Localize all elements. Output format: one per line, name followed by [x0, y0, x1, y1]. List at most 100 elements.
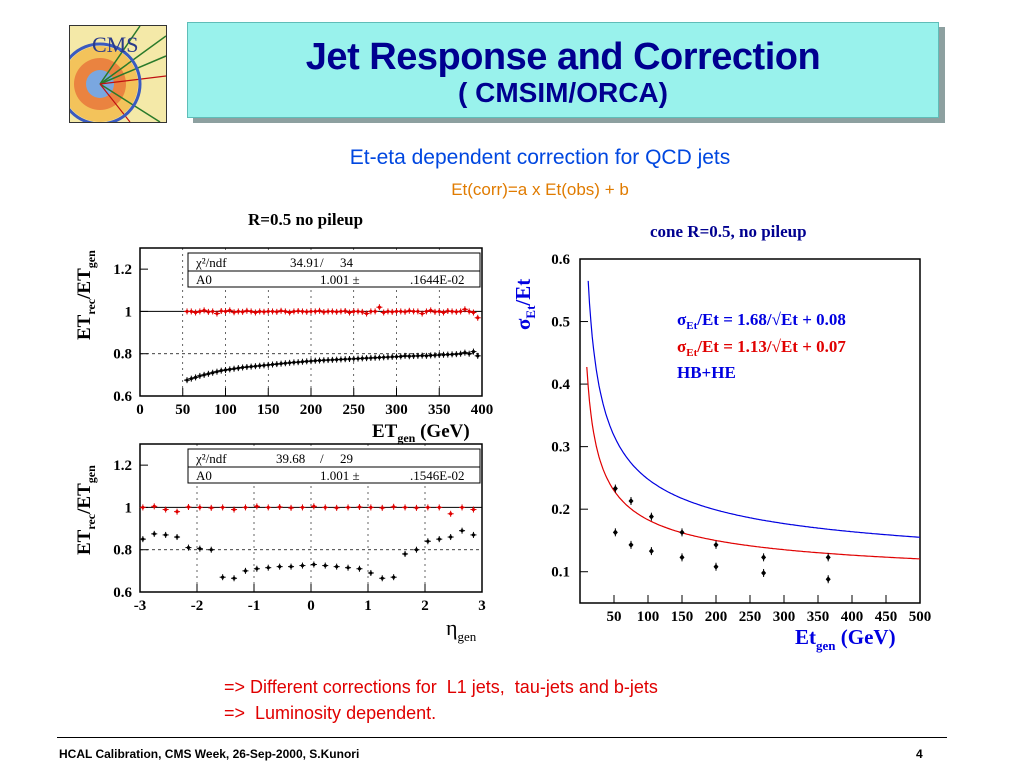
et-marker-black [429, 353, 433, 358]
et-marker-red [394, 309, 399, 314]
res-ytick-label: 0.6 [551, 252, 570, 268]
et-marker-black [403, 354, 407, 358]
et-marker-black [476, 354, 480, 358]
et-marker-black [275, 362, 279, 366]
et-marker-black [330, 358, 334, 362]
et-marker-black [394, 355, 399, 359]
eta-marker-black [243, 569, 248, 573]
et-marker-red [390, 310, 394, 314]
res-point [679, 529, 685, 536]
eta-xtick-label: -1 [248, 598, 261, 614]
et-marker-red [330, 309, 334, 314]
et-marker-red [339, 309, 343, 314]
plot-et-stats-box: χ²/ndf 34.91 / 34 A0 1.001 ± .1644E-02 [187, 252, 481, 288]
et-marker-black [219, 369, 223, 373]
stats-a0-error: .1546E-02 [410, 468, 465, 483]
eta-marker-red [437, 505, 441, 510]
et-marker-red [202, 308, 206, 312]
et-marker-black [446, 352, 450, 357]
et-marker-black [471, 350, 476, 354]
et-marker-red [262, 310, 266, 314]
eta-marker-red [426, 505, 430, 510]
plot-et-ylabel: ETrec/ETgen [74, 250, 98, 340]
res-xtick-label: 350 [807, 609, 830, 625]
logo-text: CMS [92, 32, 138, 57]
title-box: Jet Response and Correction ( CMSIM/ORCA… [187, 22, 939, 118]
res-xtick-label: 250 [739, 609, 762, 625]
plot-et-xlabel: ETgen (GeV) [372, 421, 470, 445]
et-marker-red [446, 309, 450, 313]
et-marker-red [322, 310, 326, 314]
et-marker-red [300, 309, 305, 314]
et-marker-black [305, 359, 309, 363]
cms-logo: CMS [69, 25, 167, 123]
res-xtick-label: 500 [909, 609, 932, 625]
et-marker-black [360, 356, 364, 360]
et-marker-red [454, 310, 458, 314]
plot-eta-response: -3 -2 -1 0 1 2 3 0.6 0.8 1 1.2 χ²/ndf 39.68 / 29 A… [74, 443, 486, 644]
stats-a0-error: .1644E-02 [410, 272, 465, 287]
res-point [628, 541, 634, 548]
et-marker-black [343, 357, 347, 361]
et-marker-red [253, 310, 258, 315]
plot-res-title: cone R=0.5, no pileup [650, 222, 807, 241]
fit-curve-red [586, 366, 921, 560]
plot-eta-ylabel: ETrec/ETgen [74, 465, 98, 555]
et-marker-black [437, 353, 441, 357]
et-marker-black [228, 367, 232, 371]
eta-marker-black [266, 566, 270, 570]
et-marker-black [292, 360, 296, 364]
fit-curve-blue [587, 280, 920, 538]
et-marker-red [352, 309, 356, 314]
res-point [612, 529, 618, 536]
eta-marker-red [243, 505, 248, 510]
res-ytick-label: 0.2 [551, 502, 570, 518]
eta-marker-black [278, 565, 282, 569]
plot-et-response: R=0.5 no pileup 0 50 100 150 200 250 300 350 400… [74, 210, 493, 445]
et-marker-black [283, 361, 287, 365]
et-marker-red [279, 309, 283, 313]
eta-marker-red [255, 504, 259, 508]
eta-marker-black [471, 533, 476, 537]
et-marker-black [206, 372, 210, 376]
et-marker-red [377, 305, 381, 309]
eta-xtick-label: 1 [364, 598, 372, 614]
eta-xtick-label: -2 [191, 598, 204, 614]
stats-ndf-value: 29 [340, 451, 353, 466]
et-marker-red [215, 311, 219, 316]
et-marker-black [270, 362, 275, 367]
et-marker-red [189, 309, 193, 314]
et-marker-red [232, 310, 236, 314]
et-marker-red [228, 308, 232, 312]
et-marker-red [270, 309, 275, 314]
eta-marker-black [346, 566, 350, 570]
stats-a0-value: 1.001 ± [320, 468, 360, 483]
eta-ytick-label: 0.6 [113, 585, 132, 601]
eta-marker-black [186, 546, 191, 550]
et-marker-red [386, 309, 390, 314]
et-marker-red [420, 311, 424, 316]
eta-marker-black [403, 552, 407, 556]
et-marker-red [360, 310, 364, 314]
et-marker-black [352, 357, 356, 361]
eta-marker-black [460, 529, 464, 533]
eta-marker-black [221, 575, 225, 579]
et-marker-black [215, 370, 219, 374]
et-marker-red [399, 309, 403, 314]
et-marker-black [424, 354, 429, 358]
et-ytick-label: 1.2 [113, 262, 132, 278]
eta-ytick-label: 1.2 [113, 458, 132, 474]
eta-marker-red [164, 507, 168, 512]
plot-eta-stats-box: χ²/ndf 39.68 / 29 A0 1.001 ± .1546E-02 [187, 448, 481, 484]
et-marker-black [441, 353, 446, 357]
stats-a0-label: A0 [196, 272, 212, 287]
stats-chi2-label: χ²/ndf [195, 451, 227, 466]
et-marker-black [236, 366, 240, 370]
et-marker-black [467, 352, 471, 356]
eta-marker-red [198, 505, 202, 510]
et-marker-black [245, 365, 249, 369]
et-marker-red [266, 309, 270, 314]
et-marker-red [193, 310, 198, 315]
eta-marker-red [449, 512, 453, 516]
plot-et-title: R=0.5 no pileup [248, 210, 363, 229]
